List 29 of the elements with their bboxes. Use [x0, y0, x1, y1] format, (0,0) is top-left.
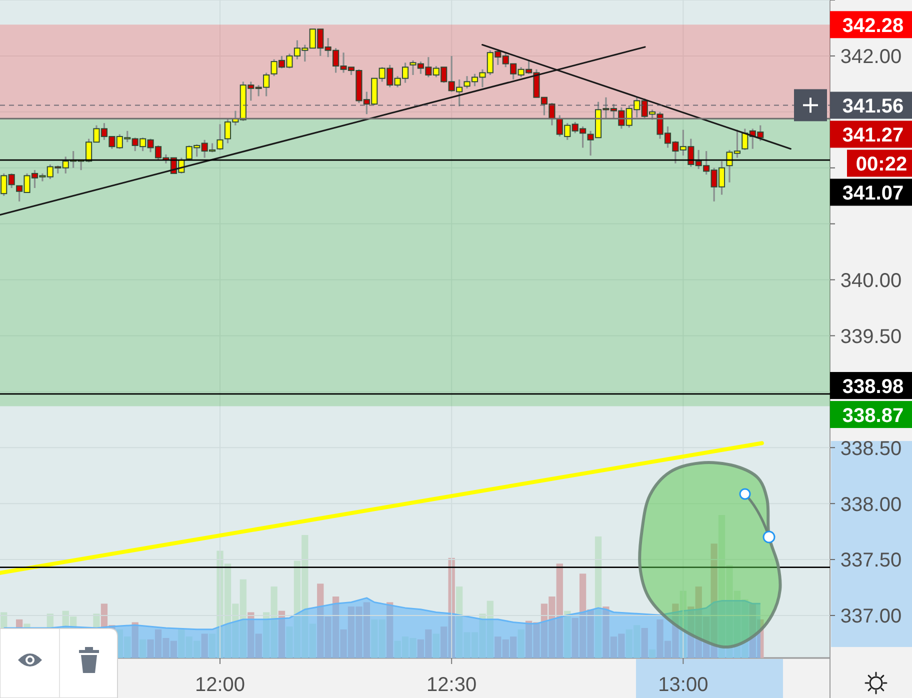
- x-tick-label: 13:00: [658, 674, 708, 696]
- bar: [594, 536, 602, 658]
- bar: [641, 628, 648, 658]
- ref-line-label: 341.07: [842, 182, 904, 204]
- x-tick-label: 12:00: [194, 674, 246, 696]
- y-tick-label: 337.00: [840, 606, 902, 628]
- candlestick: [216, 123, 224, 151]
- bar: [386, 602, 394, 658]
- y-tick-label: 342.00: [840, 46, 902, 68]
- y-tick-label: 338.00: [840, 494, 902, 516]
- bar: [132, 622, 138, 658]
- ref-line-label: 338.98: [842, 376, 904, 398]
- bar: [518, 629, 524, 658]
- text: 341.27: [842, 124, 904, 146]
- bar: [278, 610, 286, 658]
- bar: [139, 639, 146, 658]
- y-tick-label: 339.50: [840, 326, 902, 348]
- bar: [564, 610, 571, 658]
- band-label: 342.28: [842, 14, 904, 37]
- ref-line-label: 341.56: [842, 95, 904, 118]
- x-tick-label: 12:30: [426, 674, 477, 696]
- bar: [432, 634, 440, 658]
- y-tick-label: 337.50: [840, 550, 902, 572]
- text: 00:22: [856, 153, 908, 176]
- y-tick-label: 340.00: [840, 270, 902, 292]
- bar: [648, 649, 656, 658]
- y-tick-label: 338.50: [840, 438, 902, 460]
- band-label: 338.87: [842, 404, 904, 427]
- bar: [201, 634, 208, 658]
